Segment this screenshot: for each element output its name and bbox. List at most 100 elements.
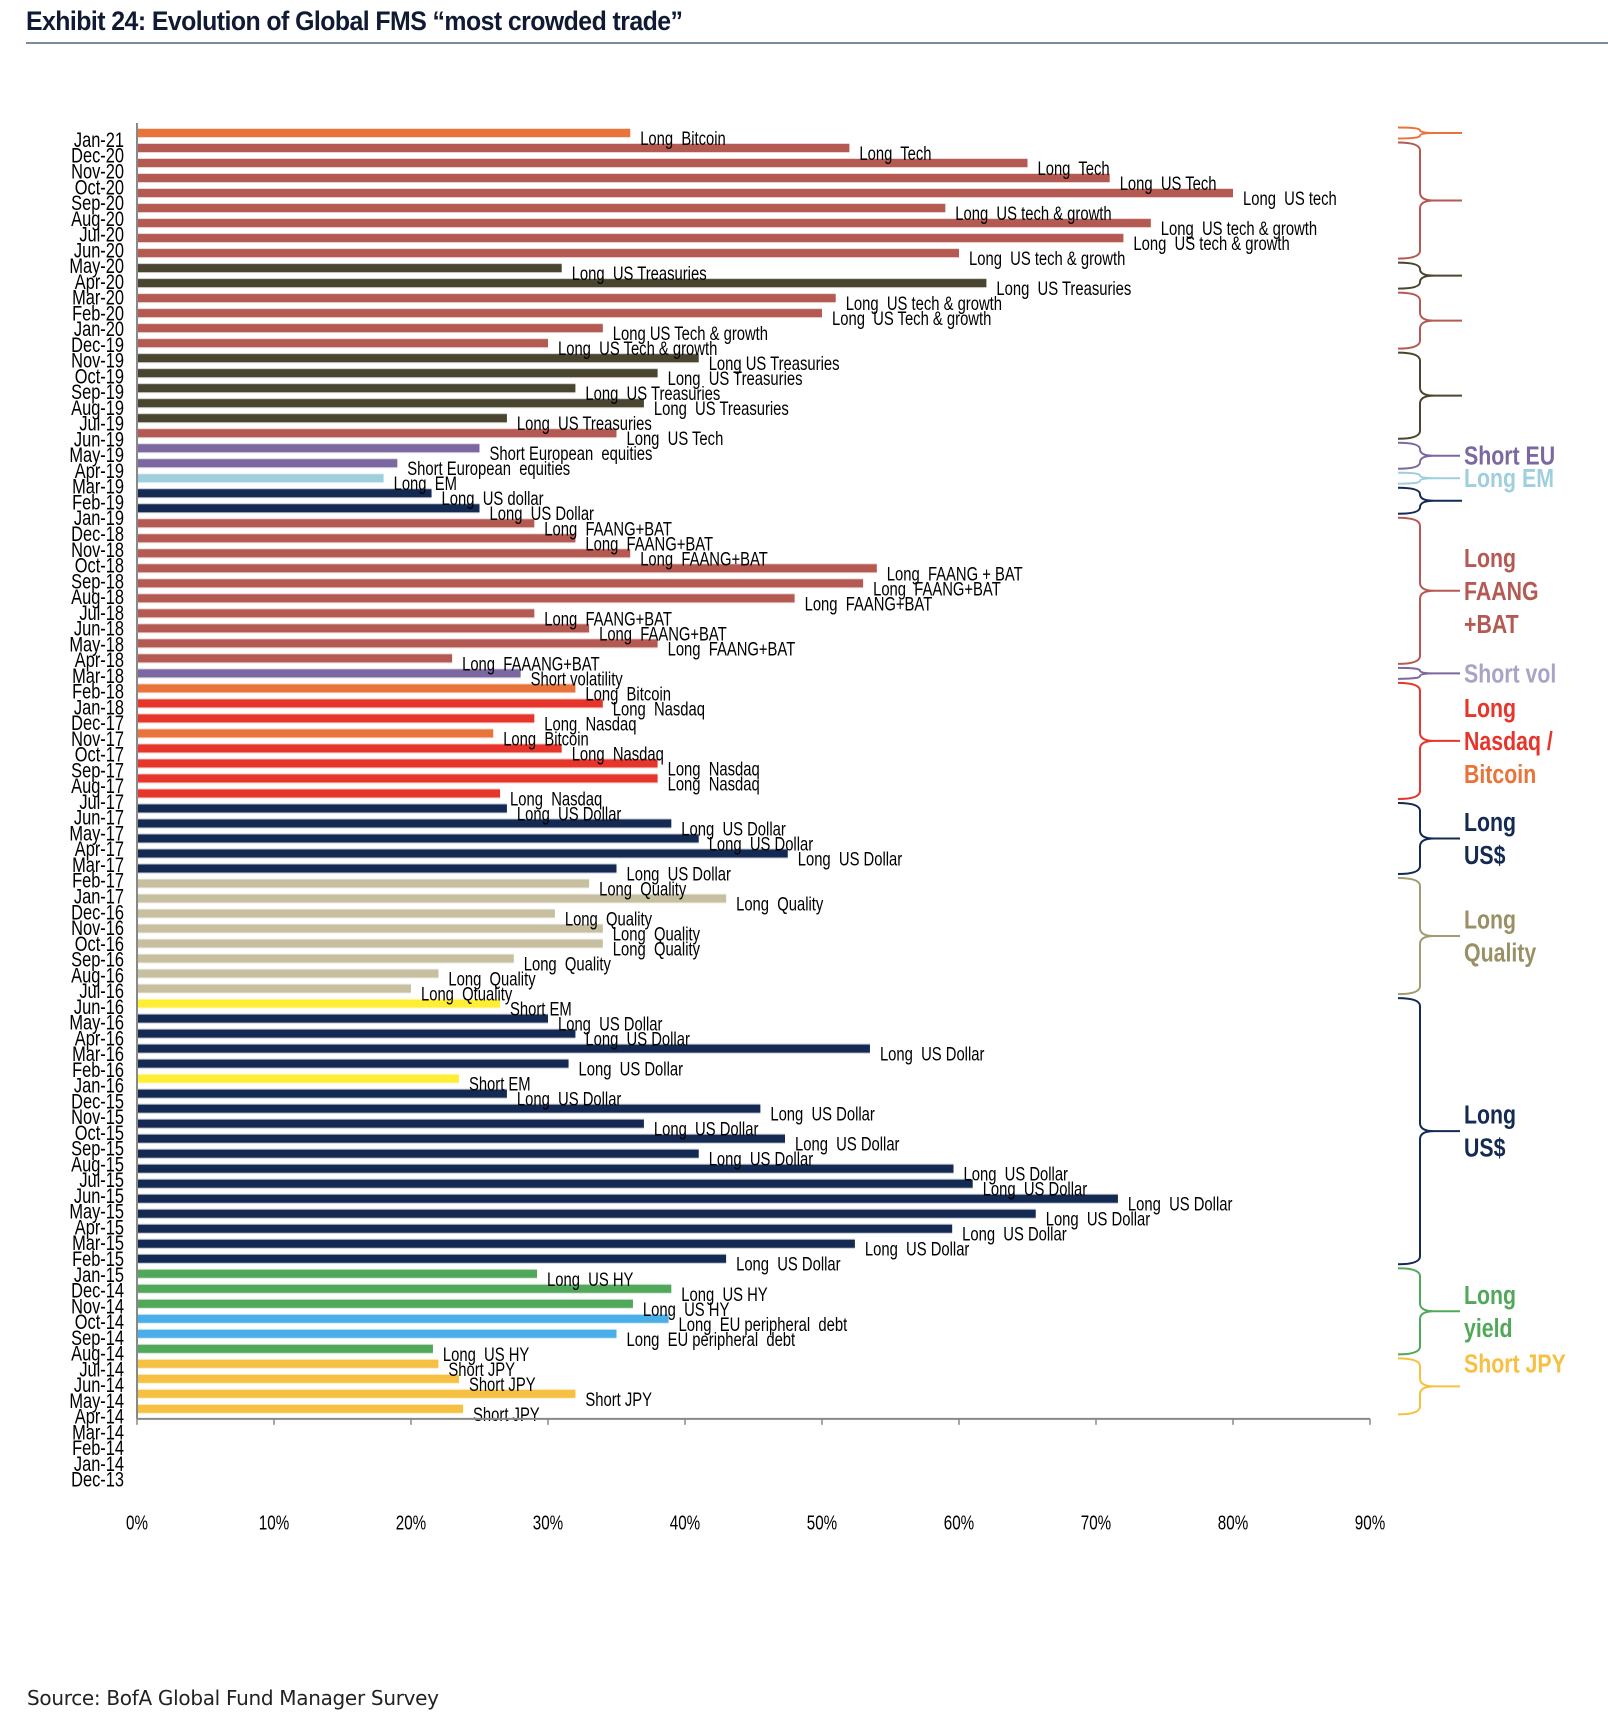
bar-label: Long US Dollar [627,864,732,885]
y-tick-label: Mar-18 [72,664,124,687]
group-bracket [1397,876,1435,996]
bar [137,519,535,528]
group-bracket [1397,441,1435,470]
bar-label: Long US Dollar [654,1119,759,1140]
y-tick-label: Sep-15 [71,1137,124,1160]
bar [137,219,1151,228]
bar-label: Long Quality [613,939,701,960]
bar-label: Long Bitcoin [640,128,726,149]
group-label: Long EM [1464,464,1554,494]
bar [137,1029,576,1038]
group-label: Short vol [1464,659,1556,689]
y-tick-label: Mar-16 [72,1042,124,1065]
group-label: Bitcoin [1464,760,1536,790]
y-tick-label: Jan-20 [74,317,124,340]
group-bracket [1397,1357,1435,1416]
group-bracket [1397,801,1435,875]
bar [137,1149,699,1158]
x-tick-label: 10% [259,1512,290,1534]
bar [137,1104,761,1113]
bar [137,174,1110,183]
bar-label: Short JPY [473,1404,540,1425]
bar-label: Long US HY [643,1299,729,1320]
bar-label: Short EM [469,1074,531,1095]
y-tick-label: Feb-16 [72,1058,124,1081]
group-label: Short EU [1464,442,1555,472]
y-tick-label: Dec-13 [71,1468,124,1491]
y-tick-label: Aug-16 [71,963,124,986]
bar-labels-layer: Long Bitcoin Long Tech Long Tech Long US Te… [394,128,1337,1425]
y-tick-label: Apr-14 [75,1405,124,1428]
y-axis-labels: Jan-21Dec-20Nov-20Oct-20Sep-20Aug-20Jul-… [69,128,124,1491]
y-tick-label: Jul-19 [79,412,124,435]
group-label: Nasdaq / [1464,727,1553,757]
y-tick-label: Nov-15 [71,1105,124,1128]
group-bracket [1397,351,1435,440]
y-tick-label: May-14 [69,1389,124,1412]
y-tick-label: Jun-19 [74,428,124,451]
y-tick-label: Feb-15 [72,1247,124,1270]
bar-label: Long US Dollar [489,504,594,525]
bar-label: Long US Dollar [798,849,903,870]
bar [137,1239,855,1248]
bar-label: Long US Tech & growth [613,323,768,344]
y-tick-label: Oct-19 [75,364,124,387]
bar [137,819,672,828]
y-tick-label: Oct-15 [75,1121,124,1144]
bar [137,444,480,453]
bar-label: Long US tech & growth [969,248,1125,269]
y-tick-label: Feb-14 [72,1436,124,1459]
group-label: Short JPY [1464,1349,1566,1379]
bar-label: Long US Dollar [795,1134,900,1155]
y-tick-label: Jul-17 [79,790,124,813]
bar [137,1119,644,1128]
y-tick-label: Jul-16 [79,979,124,1002]
group-bracket [1397,261,1435,290]
bar-label: Long US Dollar [880,1044,985,1065]
y-tick-label: Mar-17 [72,853,124,876]
x-tick-label: 20% [396,1512,427,1534]
bar [137,1374,459,1383]
y-tick-label: May-20 [69,254,124,277]
y-tick-label: Oct-17 [75,743,124,766]
x-tick-label: 50% [807,1512,838,1534]
bar [137,129,631,137]
bar [137,1254,727,1263]
group-label: +BAT [1464,610,1519,640]
chart-title: Exhibit 24: Evolution of Global FMS “mos… [26,6,683,36]
bar [137,924,603,933]
bar [137,249,959,258]
bar-label: Long Quality [599,879,687,900]
bar-label: Long Qtuality [421,984,513,1005]
bar-label: Long Nasdaq [572,744,664,765]
bar [137,339,548,348]
bar-label: Long FAANG+BAT [873,579,1001,600]
bar [137,1164,954,1173]
y-tick-label: Aug-20 [71,207,124,230]
bar [137,669,521,678]
bar [137,594,795,603]
x-tick-label: 90% [1355,1512,1386,1534]
y-tick-label: Jul-14 [79,1357,124,1380]
group-bracket [1397,486,1435,515]
bar [137,1389,576,1398]
bar [137,279,987,288]
bar [137,909,555,918]
bar-label: Long Quality [565,909,653,930]
bar-label: Long US Dollar [517,804,622,825]
y-tick-label: Apr-15 [75,1216,124,1239]
y-tick-label: Dec-17 [71,711,124,734]
y-tick-label: Apr-20 [75,270,124,293]
bar [137,1194,1118,1203]
y-tick-label: Apr-18 [75,648,124,671]
y-tick-label: Nov-19 [71,349,124,372]
bar-label: Long US Dollar [865,1239,970,1260]
y-tick-label: Dec-20 [71,144,124,167]
group-label: Long [1464,906,1516,936]
bar-label: Long Nasdaq [544,714,636,735]
y-tick-label: May-15 [69,1200,124,1223]
bar-label: Long US Dollar [983,1179,1088,1200]
group-label: FAANG [1464,577,1539,607]
y-tick-label: May-18 [69,632,124,655]
